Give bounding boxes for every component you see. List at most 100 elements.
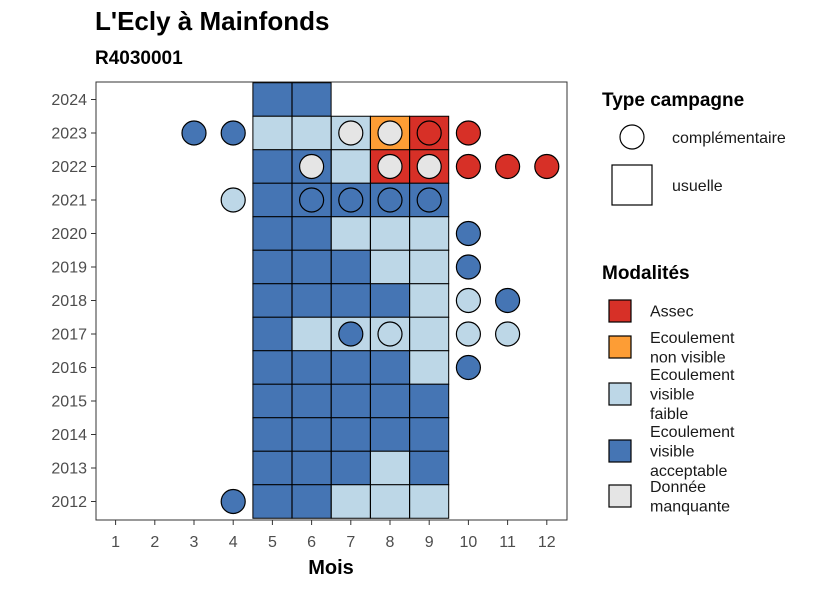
tile-2012-5 <box>252 484 293 519</box>
y-tick-label-2023: 2023 <box>51 126 87 143</box>
legend-label-3-1: visible <box>650 444 695 461</box>
legend-key-1 <box>608 335 632 359</box>
x-tick-label-4: 4 <box>229 534 238 551</box>
point-2016-10 <box>455 354 481 381</box>
legend-label-4-0: Donnée <box>650 479 706 496</box>
tile-2017-5 <box>252 316 293 352</box>
tile-2024-5 <box>252 82 293 117</box>
y-tick-label-2015: 2015 <box>51 394 87 411</box>
x-tick-label-11: 11 <box>499 534 516 551</box>
tile-2016-6 <box>291 350 332 385</box>
point-2021-9 <box>416 187 442 213</box>
point-2018-11 <box>495 287 521 314</box>
tile-2023-6 <box>291 115 332 151</box>
tile-2022-7 <box>330 149 371 184</box>
chart-title: L'Ecly à Mainfonds <box>95 6 329 36</box>
tile-2012-7 <box>330 484 371 519</box>
chart-subtitle: R4030001 <box>95 48 183 69</box>
tile-2013-6 <box>291 450 332 486</box>
point-2022-8 <box>377 153 403 180</box>
tile-2014-5 <box>252 417 293 452</box>
y-tick-label-2016: 2016 <box>51 360 87 377</box>
tile-2014-8 <box>370 417 410 452</box>
legend-key-3 <box>608 439 632 463</box>
tile-2020-5 <box>252 216 293 251</box>
tile-2018-9 <box>409 283 450 318</box>
tile-2014-7 <box>330 417 371 452</box>
point-2021-8 <box>377 187 403 213</box>
legend-label-2-2: faible <box>650 406 688 423</box>
point-2017-11 <box>495 321 521 347</box>
x-tick-label-7: 7 <box>346 534 355 551</box>
tile-2021-5 <box>252 182 293 218</box>
y-tick-label-2024: 2024 <box>51 92 87 109</box>
x-tick-label-5: 5 <box>268 534 277 551</box>
legend-square-key <box>611 164 653 206</box>
legend-key-4 <box>608 484 632 508</box>
tile-2017-6 <box>291 316 332 352</box>
point-2023-4 <box>220 120 246 146</box>
legend-modalities-title: Modalités <box>602 263 690 284</box>
x-tick-label-12: 12 <box>538 534 556 551</box>
x-tick-label-10: 10 <box>460 534 478 551</box>
tile-2019-8 <box>370 249 410 285</box>
tile-2023-5 <box>252 115 293 151</box>
tile-2015-7 <box>330 383 371 419</box>
tile-2013-7 <box>330 450 371 486</box>
y-axis: 2012 2013 2014 2015 2016 2017 2018 2019 2020 2021… <box>51 92 96 511</box>
tile-2018-8 <box>370 283 410 318</box>
tile-2019-7 <box>330 249 371 285</box>
legend-label-1-1: non visible <box>650 349 726 366</box>
y-tick-label-2012: 2012 <box>51 494 87 511</box>
tile-2014-6 <box>291 417 332 452</box>
y-tick-label-2014: 2014 <box>51 427 87 444</box>
tile-2017-9 <box>409 316 450 352</box>
x-tick-label-6: 6 <box>307 534 316 551</box>
tile-2012-6 <box>291 484 332 519</box>
legend-label-1-0: Ecoulement <box>650 330 735 347</box>
point-2017-8 <box>377 321 403 347</box>
tile-2020-8 <box>370 216 410 251</box>
point-2019-10 <box>455 254 481 280</box>
tile-2016-7 <box>330 350 371 385</box>
legend-label-3-0: Ecoulement <box>650 424 735 441</box>
y-tick-label-2019: 2019 <box>51 260 87 277</box>
tile-2016-8 <box>370 350 410 385</box>
tile-2015-5 <box>252 383 293 419</box>
point-2017-10 <box>455 321 481 347</box>
y-tick-label-2018: 2018 <box>51 293 87 310</box>
legend-label-2-1: visible <box>650 387 695 404</box>
tile-2024-6 <box>291 82 332 117</box>
y-tick-label-2021: 2021 <box>51 193 87 210</box>
x-tick-label-3: 3 <box>190 534 199 551</box>
point-2022-9 <box>416 153 442 180</box>
legend-label-4-1: manquante <box>650 498 730 515</box>
legend-campaign-label-usuelle: usuelle <box>672 178 723 195</box>
point-2021-4 <box>220 187 246 213</box>
tile-2019-9 <box>409 249 450 285</box>
point-2023-10 <box>455 120 481 146</box>
x-tick-label-8: 8 <box>386 534 395 551</box>
legend-label-0-0: Assec <box>650 304 694 321</box>
legend-circle-key <box>619 124 645 150</box>
point-2021-6 <box>299 187 325 213</box>
x-tick-label-1: 1 <box>111 534 120 551</box>
legend-campaign-label-complementaire: complémentaire <box>672 130 786 147</box>
point-2022-6 <box>299 153 325 180</box>
tile-2015-9 <box>409 383 450 419</box>
legend-key-0 <box>608 299 632 323</box>
tile-2018-5 <box>252 283 293 318</box>
point-2020-10 <box>455 220 481 247</box>
y-tick-label-2020: 2020 <box>51 226 87 243</box>
tile-2020-9 <box>409 216 450 251</box>
tile-2020-7 <box>330 216 371 251</box>
x-tick-label-9: 9 <box>425 534 434 551</box>
point-2022-11 <box>495 153 521 180</box>
x-axis: 1 2 3 4 5 6 7 8 9 10 11 12 <box>111 520 556 551</box>
tile-2022-5 <box>252 149 293 184</box>
tile-2015-6 <box>291 383 332 419</box>
legend-label-2-0: Ecoulement <box>650 367 735 384</box>
point-2012-4 <box>220 488 246 515</box>
tile-2016-9 <box>409 350 450 385</box>
